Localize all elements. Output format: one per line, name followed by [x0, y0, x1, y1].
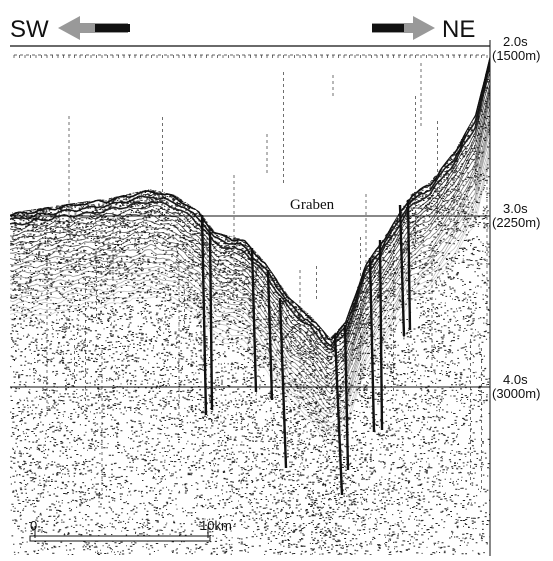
- scale-start: 0: [30, 518, 37, 533]
- reflector: [10, 107, 490, 389]
- scale-bar: [29, 535, 211, 542]
- reflector: [10, 60, 490, 347]
- reflector: [10, 83, 490, 365]
- fault: [406, 199, 412, 331]
- fault: [343, 324, 350, 471]
- reflector: [10, 78, 490, 358]
- arrow-left: [58, 16, 128, 40]
- trace-ticks: [13, 54, 488, 493]
- reflector: [10, 87, 490, 370]
- reflector: [10, 72, 490, 353]
- reflector: [10, 95, 490, 380]
- scale-end: 10km: [200, 518, 232, 533]
- time-label: 4.0s: [503, 372, 528, 387]
- fault: [250, 247, 258, 393]
- arrow-bar: [95, 24, 130, 32]
- fault: [208, 231, 214, 411]
- time-label: 2.0s: [503, 34, 528, 49]
- faults: [200, 199, 412, 496]
- trace-markers: [13, 54, 488, 493]
- reflector: [10, 65, 490, 351]
- depth-label: (2250m): [492, 215, 540, 230]
- reflector: [10, 101, 490, 384]
- fault: [398, 204, 406, 337]
- fault: [266, 269, 274, 401]
- fault: [333, 334, 344, 496]
- fault: [278, 297, 288, 469]
- depth-label: (3000m): [492, 386, 540, 401]
- direction-label: SW: [10, 16, 49, 43]
- reflector: [10, 57, 490, 341]
- arrow-bar: [372, 24, 404, 32]
- fault: [378, 239, 384, 431]
- fault: [200, 214, 208, 416]
- label-bg: [286, 194, 360, 214]
- depth-label: (1500m): [492, 48, 540, 63]
- direction-label: NE: [442, 16, 475, 43]
- time-label: 3.0s: [503, 201, 528, 216]
- fault: [368, 257, 376, 433]
- annotation: Graben: [290, 197, 335, 213]
- reflector: [10, 90, 490, 377]
